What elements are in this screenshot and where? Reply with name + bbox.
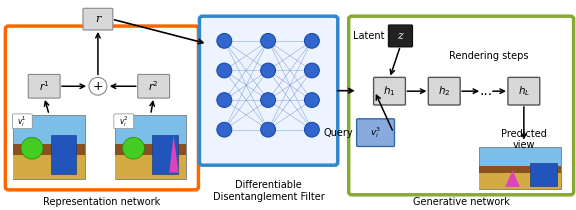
Text: Latent: Latent bbox=[353, 31, 385, 41]
Text: Differentiable
Disentanglement Filter: Differentiable Disentanglement Filter bbox=[213, 180, 324, 202]
Text: +: + bbox=[93, 80, 103, 93]
Text: $v_i^3$: $v_i^3$ bbox=[370, 125, 381, 140]
Circle shape bbox=[217, 33, 232, 48]
Circle shape bbox=[260, 122, 275, 137]
Text: Generative network: Generative network bbox=[413, 197, 510, 207]
Text: $h_1$: $h_1$ bbox=[383, 84, 396, 98]
Circle shape bbox=[305, 93, 319, 108]
Text: $v_i^1$: $v_i^1$ bbox=[17, 114, 27, 129]
Text: $v_i^2$: $v_i^2$ bbox=[119, 114, 128, 129]
Circle shape bbox=[21, 137, 43, 159]
Circle shape bbox=[305, 122, 319, 137]
Circle shape bbox=[217, 93, 232, 108]
Text: r: r bbox=[95, 14, 101, 24]
Text: Predicted
view: Predicted view bbox=[501, 129, 547, 150]
Polygon shape bbox=[479, 173, 560, 189]
Bar bbox=[115, 115, 187, 179]
Circle shape bbox=[217, 63, 232, 78]
Text: z: z bbox=[397, 31, 403, 41]
FancyBboxPatch shape bbox=[389, 25, 412, 47]
Polygon shape bbox=[115, 155, 187, 179]
Bar bbox=[530, 163, 558, 186]
Text: ...: ... bbox=[479, 84, 492, 98]
Bar bbox=[479, 147, 560, 189]
Text: $h_2$: $h_2$ bbox=[438, 84, 450, 98]
Polygon shape bbox=[169, 135, 179, 173]
Circle shape bbox=[260, 63, 275, 78]
FancyBboxPatch shape bbox=[114, 114, 134, 129]
Text: $h_L$: $h_L$ bbox=[518, 84, 530, 98]
Text: $r^2$: $r^2$ bbox=[148, 79, 159, 93]
Circle shape bbox=[305, 63, 319, 78]
Bar bbox=[51, 135, 77, 174]
Text: $r^1$: $r^1$ bbox=[39, 79, 50, 93]
FancyBboxPatch shape bbox=[199, 16, 338, 165]
FancyBboxPatch shape bbox=[429, 77, 460, 105]
FancyBboxPatch shape bbox=[5, 26, 199, 190]
FancyBboxPatch shape bbox=[348, 16, 574, 195]
FancyBboxPatch shape bbox=[357, 119, 395, 146]
FancyBboxPatch shape bbox=[138, 74, 169, 98]
Circle shape bbox=[305, 33, 319, 48]
FancyBboxPatch shape bbox=[83, 8, 113, 30]
FancyBboxPatch shape bbox=[28, 74, 60, 98]
FancyBboxPatch shape bbox=[374, 77, 406, 105]
Circle shape bbox=[217, 122, 232, 137]
Circle shape bbox=[89, 77, 107, 95]
FancyBboxPatch shape bbox=[12, 114, 32, 129]
Text: Representation network: Representation network bbox=[43, 197, 161, 207]
Bar bbox=[152, 135, 178, 174]
Bar bbox=[13, 115, 85, 179]
Circle shape bbox=[260, 33, 275, 48]
Text: Query: Query bbox=[323, 128, 353, 138]
Polygon shape bbox=[479, 166, 560, 173]
Text: Rendering steps: Rendering steps bbox=[449, 51, 529, 61]
Polygon shape bbox=[13, 155, 85, 179]
Polygon shape bbox=[13, 144, 85, 155]
Circle shape bbox=[260, 93, 275, 108]
Circle shape bbox=[123, 137, 145, 159]
FancyBboxPatch shape bbox=[508, 77, 540, 105]
Polygon shape bbox=[505, 170, 520, 187]
Polygon shape bbox=[115, 144, 187, 155]
